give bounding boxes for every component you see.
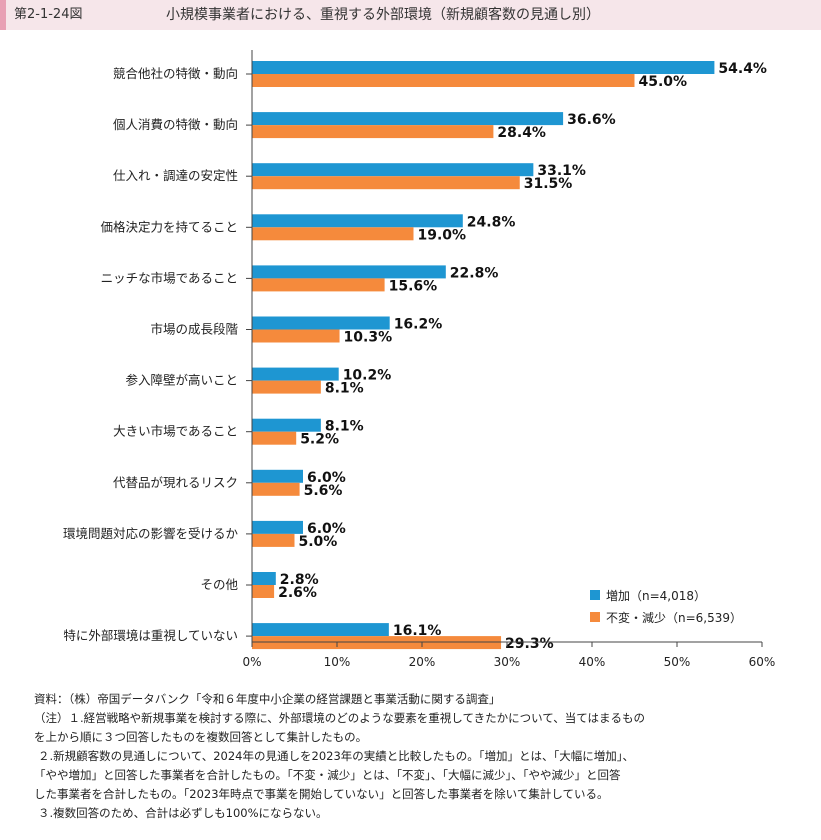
- data-label: 31.5%: [524, 176, 573, 192]
- bar-flat-decrease: [252, 74, 635, 87]
- note-source: 資料：（株）帝国データバンク「令和６年度中小企業の経営課題と事業活動に関する調査…: [34, 692, 501, 706]
- bar-increase: [252, 61, 715, 74]
- note-2-cont-b: した事業者を合計したもの。「2023年時点で事業を開始していない」と回答した事業…: [34, 787, 609, 801]
- data-label: 6.0%: [307, 521, 346, 537]
- category-label: 競合他社の特徴・動向: [113, 66, 238, 81]
- category-label: 価格決定力を持てること: [100, 219, 238, 234]
- bar-flat-decrease: [252, 431, 297, 445]
- bar-increase: [252, 112, 564, 126]
- legend-swatch-increase: [590, 590, 600, 600]
- bar-increase: [252, 572, 276, 585]
- bar-flat-decrease: [252, 380, 321, 394]
- data-label: 5.0%: [299, 534, 338, 550]
- data-label: 36.6%: [567, 112, 616, 128]
- x-tick-label: 50%: [664, 655, 691, 669]
- note-2-cont-a: 「やや増加」と回答した事業者を合計したもの。「不変・減少」とは、「不変」、「大幅…: [34, 768, 621, 782]
- x-tick-label: 10%: [324, 655, 351, 669]
- x-tick-label: 20%: [409, 655, 436, 669]
- x-tick-label: 60%: [749, 655, 776, 669]
- bar-increase: [252, 469, 303, 483]
- legend: 増加（n=4,018） 不変・減少（n=6,539）: [590, 584, 742, 628]
- data-label: 16.1%: [393, 623, 442, 639]
- bar-increase: [252, 316, 390, 330]
- category-label: その他: [200, 577, 238, 592]
- bar-increase: [252, 520, 303, 534]
- legend-label-increase: 増加（n=4,018）: [606, 588, 707, 603]
- title-accent: [0, 0, 6, 30]
- category-label: 仕入れ・調達の安定性: [113, 168, 238, 183]
- data-label: 10.3%: [344, 330, 393, 346]
- legend-item-flat-decrease: 不変・減少（n=6,539）: [590, 606, 742, 628]
- bar-flat-decrease: [252, 176, 520, 190]
- x-tick-label: 0%: [242, 655, 261, 669]
- category-label: 環境問題対応の影響を受けるか: [63, 526, 239, 541]
- data-label: 5.6%: [304, 483, 343, 499]
- bar-increase: [252, 214, 463, 228]
- bar-increase: [252, 163, 534, 177]
- x-tick-label: 40%: [579, 655, 606, 669]
- figure-number: 第2-1-24図: [14, 7, 83, 22]
- category-label: ニッチな市場であること: [101, 270, 238, 285]
- data-label: 28.4%: [497, 125, 546, 141]
- data-label: 29.3%: [505, 636, 554, 652]
- data-label: 5.2%: [300, 432, 339, 448]
- bar-flat-decrease: [252, 227, 414, 241]
- bar-increase: [252, 623, 389, 637]
- bar-flat-decrease: [252, 636, 502, 650]
- data-label: 15.6%: [389, 278, 438, 294]
- legend-label-flat-decrease: 不変・減少（n=6,539）: [606, 610, 743, 625]
- data-label: 2.8%: [280, 572, 319, 588]
- bar-flat-decrease: [252, 278, 385, 292]
- title-bar: 第2-1-24図 小規模事業者における、重視する外部環境（新規顧客数の見通し別）: [0, 0, 821, 30]
- data-label: 45.0%: [639, 74, 688, 90]
- bar-increase: [252, 265, 446, 279]
- category-label: 市場の成長段階: [150, 322, 238, 337]
- notes: 資料：（株）帝国データバンク「令和６年度中小企業の経営課題と事業活動に関する調査…: [34, 690, 814, 823]
- data-label: 54.4%: [718, 61, 767, 77]
- data-label: 19.0%: [418, 227, 467, 243]
- data-label: 24.8%: [467, 214, 516, 230]
- data-label: 16.2%: [394, 317, 443, 333]
- data-label: 8.1%: [325, 381, 364, 397]
- x-tick-label: 30%: [494, 655, 521, 669]
- data-label: 33.1%: [537, 163, 586, 179]
- data-label: 2.6%: [278, 585, 317, 601]
- figure-title: 小規模事業者における、重視する外部環境（新規顧客数の見通し別）: [166, 7, 600, 23]
- category-label: 特に外部環境は重視していない: [63, 628, 238, 643]
- note-2: ２.新規顧客数の見通しについて、2024年の見通しを2023年の実績と比較したも…: [38, 749, 635, 763]
- data-label: 6.0%: [307, 470, 346, 486]
- bar-flat-decrease: [252, 125, 494, 139]
- note-1-cont: を上から順に３つ回答したものを複数回答として集計したもの。: [34, 730, 368, 744]
- bar-flat-decrease: [252, 329, 340, 343]
- note-3: ３.複数回答のため、合計は必ずしも100%にならない。: [38, 806, 328, 820]
- data-label: 8.1%: [325, 419, 364, 435]
- category-label: 大きい市場であること: [113, 424, 238, 439]
- bar-flat-decrease: [252, 585, 275, 598]
- data-label: 10.2%: [343, 368, 392, 384]
- category-label: 代替品が現れるリスク: [113, 475, 238, 490]
- legend-swatch-flat-decrease: [590, 612, 600, 622]
- bar-flat-decrease: [252, 533, 295, 547]
- bar-increase: [252, 418, 321, 432]
- category-label: 参入障壁が高いこと: [125, 373, 238, 388]
- bar-increase: [252, 367, 339, 381]
- category-label: 個人消費の特徴・動向: [113, 117, 238, 132]
- bar-flat-decrease: [252, 482, 300, 496]
- bar-chart: 競合他社の特徴・動向 54.4% 45.0% 個人消費の特徴・動向 36.6% 28.4%…: [63, 50, 776, 669]
- legend-item-increase: 増加（n=4,018）: [590, 584, 742, 606]
- note-1: （注）１.経営戦略や新規事業を検討する際に、外部環境のどのような要素を重視してき…: [34, 711, 645, 725]
- data-label: 22.8%: [450, 265, 499, 281]
